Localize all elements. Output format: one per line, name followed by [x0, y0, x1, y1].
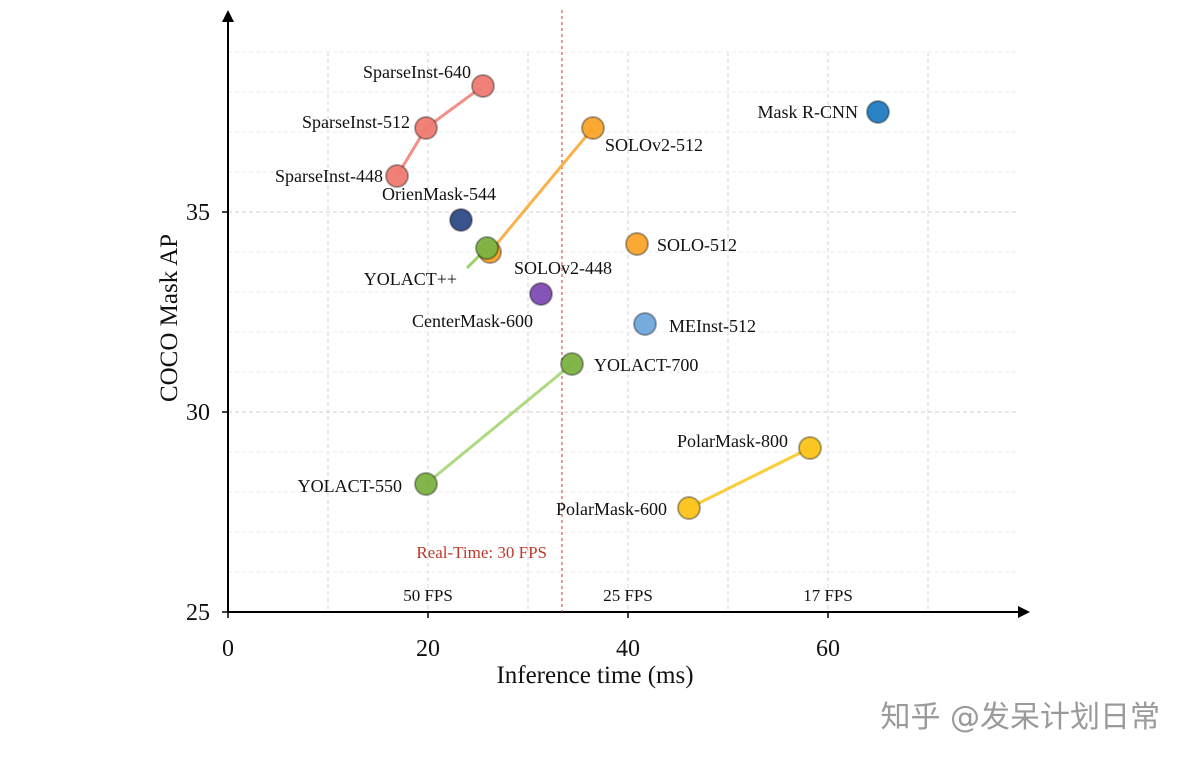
data-point: [414, 116, 438, 140]
data-point: [385, 164, 409, 188]
data-point: [633, 312, 657, 336]
data-point: [529, 282, 553, 306]
point-label: OrienMask-544: [382, 184, 496, 204]
point-label: SparseInst-448: [275, 166, 383, 186]
point-label: CenterMask-600: [412, 311, 533, 331]
point-label: Mask R-CNN: [757, 102, 858, 122]
y-axis-arrow-icon: [222, 10, 234, 22]
data-point: [677, 496, 701, 520]
point-label: YOLACT++: [364, 269, 457, 289]
point-label: SOLOv2-512: [605, 135, 703, 155]
point-label: SOLOv2-448: [514, 258, 612, 278]
y-tick-label: 35: [186, 200, 210, 226]
series-line-yolact: [425, 362, 573, 486]
data-point: [471, 74, 495, 98]
y-axis-label: COCO Mask AP: [156, 234, 183, 402]
point-label: MEInst-512: [669, 316, 756, 336]
data-point: [414, 472, 438, 496]
x-tick-label: 60: [816, 636, 840, 662]
point-label: YOLACT-700: [594, 355, 698, 375]
point-label: SparseInst-512: [302, 112, 410, 132]
watermark: 知乎 @发呆计划日常: [880, 700, 1160, 735]
x-axis-arrow-icon: [1018, 606, 1030, 618]
fps-label: 50 FPS: [403, 586, 453, 605]
point-label: YOLACT-550: [298, 476, 402, 496]
data-point: [625, 232, 649, 256]
y-tick-label: 30: [186, 400, 210, 426]
point-label: SOLO-512: [657, 235, 737, 255]
x-tick-label: 0: [222, 636, 234, 662]
point-label: PolarMask-800: [677, 431, 788, 451]
fps-label: 17 FPS: [803, 586, 853, 605]
x-tick-label: 40: [616, 636, 640, 662]
realtime-label: Real-Time: 30 FPS: [416, 543, 547, 562]
series-line-solov2: [488, 127, 595, 253]
series-line-polarmask: [688, 446, 811, 510]
data-point: [581, 116, 605, 140]
data-point: [866, 100, 890, 124]
data-point: [449, 208, 473, 232]
point-label: SparseInst-640: [363, 62, 471, 82]
x-axis-label: Inference time (ms): [496, 662, 693, 689]
y-tick-label: 25: [186, 600, 210, 626]
data-point: [798, 436, 822, 460]
x-tick-label: 20: [416, 636, 440, 662]
data-point: [560, 352, 584, 376]
point-label: PolarMask-600: [556, 499, 667, 519]
fps-label: 25 FPS: [603, 586, 653, 605]
data-point: [475, 236, 499, 260]
